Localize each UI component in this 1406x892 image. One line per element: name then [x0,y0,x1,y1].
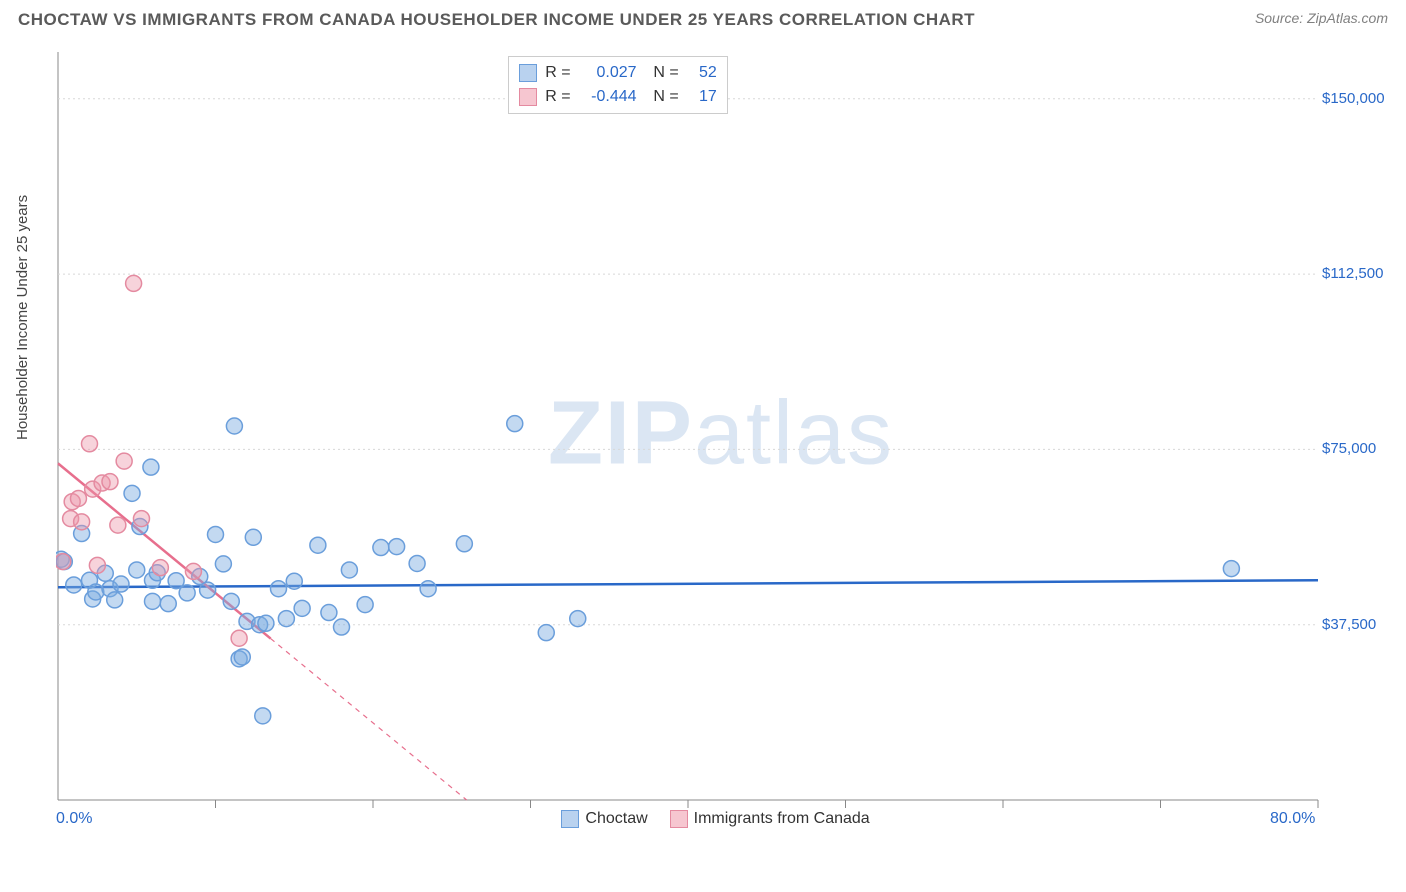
legend-correlation-row: R = -0.444 N = 17 [519,85,717,109]
legend-swatch [670,810,688,828]
legend-series-label: Choctaw [585,810,647,828]
page-title: CHOCTAW VS IMMIGRANTS FROM CANADA HOUSEH… [18,10,975,30]
legend-correlation-row: R = 0.027 N = 52 [519,61,717,85]
legend-n-label: N = [645,88,679,106]
y-tick-label: $112,500 [1322,265,1383,282]
y-tick-label: $37,500 [1322,616,1376,633]
legend-series-label: Immigrants from Canada [694,810,870,828]
scatter-plot-svg [56,52,1386,832]
y-tick-label: $150,000 [1322,90,1385,107]
legend-series-item: Immigrants from Canada [670,810,870,828]
source-label: Source: ZipAtlas.com [1255,10,1388,26]
legend-swatch [519,64,537,82]
x-axis-max-label: 80.0% [1270,810,1315,828]
legend-r-label: R = [545,64,570,82]
legend-n-label: N = [645,64,679,82]
legend-r-label: R = [545,88,570,106]
legend-swatch [561,810,579,828]
y-axis-label: Householder Income Under 25 years [14,195,31,440]
legend-n-value: 17 [687,88,717,106]
legend-series-item: Choctaw [561,810,647,828]
legend-swatch [519,88,537,106]
legend-correlation: R = 0.027 N = 52 R = -0.444 N = 17 [508,56,728,114]
legend-n-value: 52 [687,64,717,82]
correlation-chart: ZIPatlas R = 0.027 N = 52 R = -0.444 N =… [56,52,1386,832]
legend-series: Choctaw Immigrants from Canada [561,810,869,828]
legend-r-value: -0.444 [579,88,637,106]
y-tick-label: $75,000 [1322,440,1376,457]
x-axis-min-label: 0.0% [56,810,92,828]
legend-r-value: 0.027 [579,64,637,82]
